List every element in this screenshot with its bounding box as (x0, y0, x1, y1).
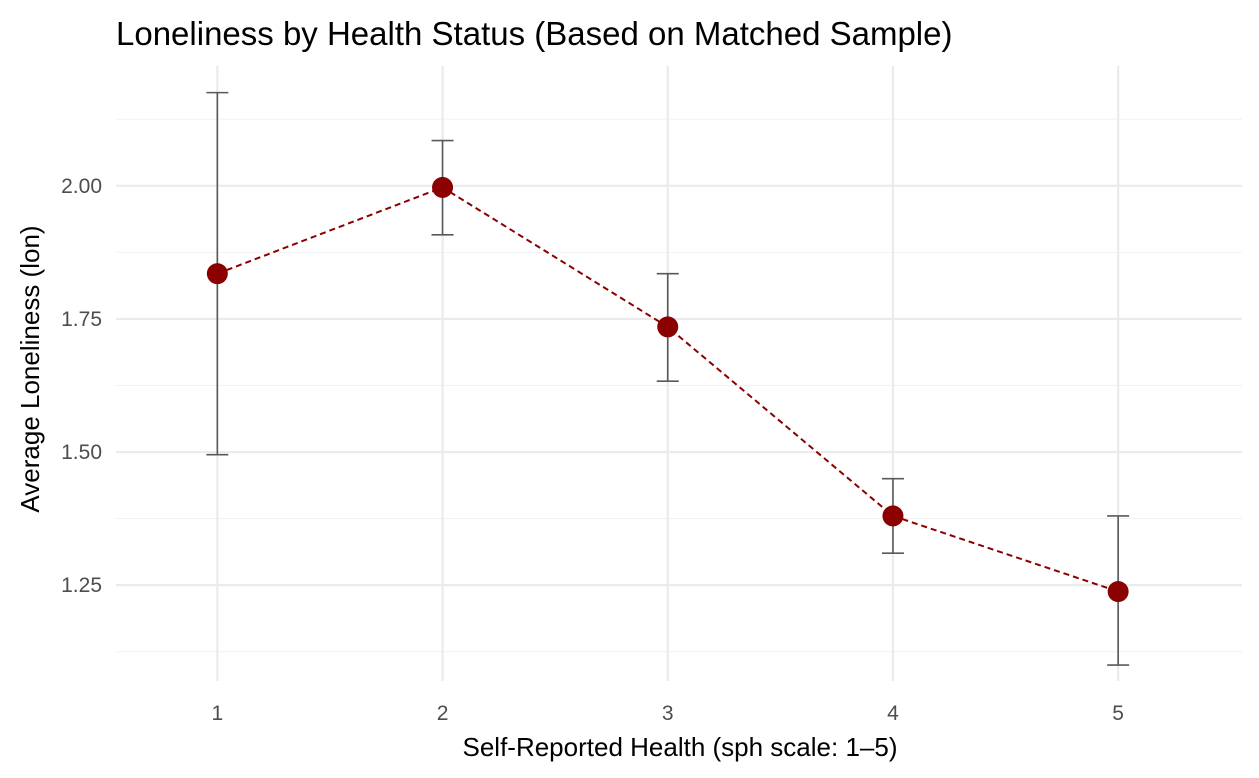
x-tick-label: 1 (211, 702, 223, 725)
data-point (1107, 581, 1129, 603)
y-tick-label: 1.50 (61, 441, 102, 464)
x-tick-labels: 1 2 3 4 5 (211, 702, 1123, 725)
y-tick-labels: 1.25 1.50 1.75 2.00 (61, 175, 102, 597)
y-tick-label: 1.25 (61, 574, 102, 597)
data-point (882, 505, 904, 527)
trend-line (216, 186, 1119, 593)
y-tick-label: 1.75 (61, 308, 102, 331)
grid (116, 66, 1242, 681)
data-points (206, 176, 1129, 603)
x-tick-label: 3 (662, 702, 674, 725)
data-point (432, 176, 454, 198)
data-point (657, 316, 679, 338)
y-axis-title: Average Loneliness (lon) (15, 225, 45, 512)
data-point (206, 263, 228, 285)
x-tick-label: 2 (437, 702, 449, 725)
y-tick-label: 2.00 (61, 175, 102, 198)
x-tick-label: 4 (887, 702, 899, 725)
x-tick-label: 5 (1112, 702, 1124, 725)
x-axis-title: Self-Reported Health (sph scale: 1–5) (462, 732, 897, 762)
chart-title: Loneliness by Health Status (Based on Ma… (116, 15, 952, 52)
